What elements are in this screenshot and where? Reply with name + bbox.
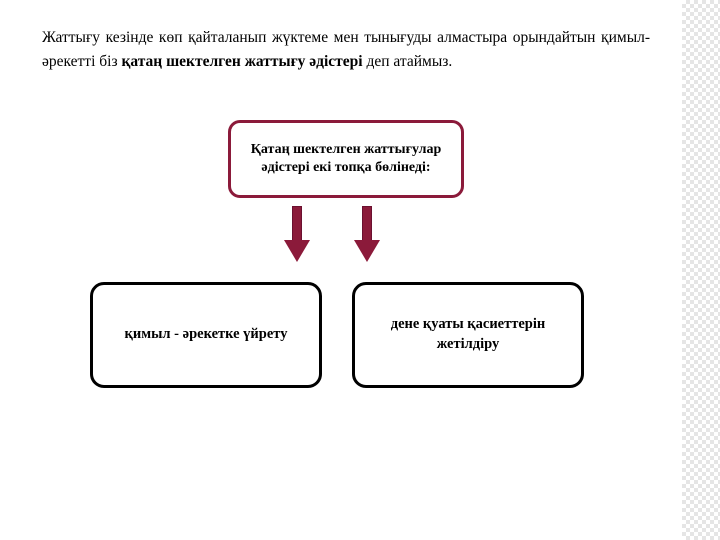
diagram-left-child-box: қимыл - әрекетке үйрету bbox=[90, 282, 322, 388]
diagram-root-box: Қатаң шектелген жаттығулар әдістері екі … bbox=[228, 120, 464, 198]
slide-content: Жаттығу кезінде көп қайталанып жүктеме м… bbox=[0, 0, 720, 460]
arrow-left-stem bbox=[292, 206, 302, 242]
arrow-left bbox=[284, 206, 310, 262]
root-box-text: Қатаң шектелген жаттығулар әдістері екі … bbox=[241, 141, 451, 177]
arrow-right-stem bbox=[362, 206, 372, 242]
arrow-right bbox=[354, 206, 380, 262]
right-child-text: дене қуаты қасиеттерін жетілдіру bbox=[367, 315, 569, 354]
intro-part2: деп атаймыз. bbox=[363, 53, 453, 70]
intro-bold: қатаң шектелген жаттығу әдістері bbox=[121, 53, 362, 70]
intro-paragraph: Жаттығу кезінде көп қайталанып жүктеме м… bbox=[42, 26, 650, 74]
arrow-right-head bbox=[354, 240, 380, 262]
arrow-left-head bbox=[284, 240, 310, 262]
left-child-text: қимыл - әрекетке үйрету bbox=[125, 325, 288, 345]
diagram-right-child-box: дене қуаты қасиеттерін жетілдіру bbox=[352, 282, 584, 388]
decorative-right-pattern bbox=[682, 0, 720, 540]
flowchart-diagram: Қатаң шектелген жаттығулар әдістері екі … bbox=[42, 120, 650, 440]
